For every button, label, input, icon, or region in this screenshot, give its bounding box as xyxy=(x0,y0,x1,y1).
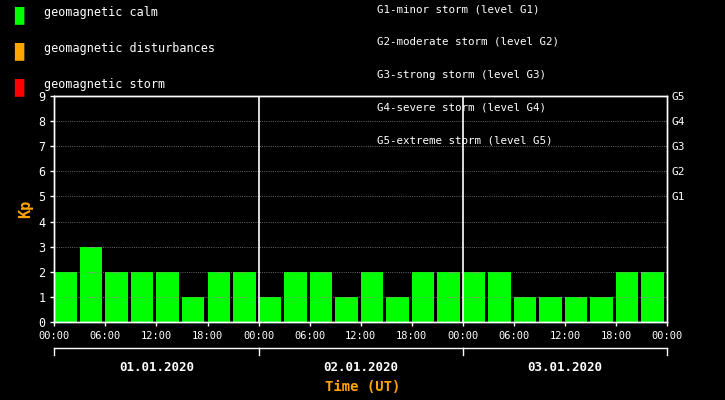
Text: █: █ xyxy=(14,78,24,96)
Bar xyxy=(412,272,434,322)
Text: █: █ xyxy=(14,6,24,24)
Text: G2-moderate storm (level G2): G2-moderate storm (level G2) xyxy=(377,37,559,47)
Bar xyxy=(539,297,562,322)
Bar xyxy=(667,272,689,322)
Bar xyxy=(182,297,204,322)
Text: Time (UT): Time (UT) xyxy=(325,380,400,394)
Text: G5-extreme storm (level G5): G5-extreme storm (level G5) xyxy=(377,135,552,145)
Bar xyxy=(489,272,511,322)
Bar xyxy=(590,297,613,322)
Text: geomagnetic calm: geomagnetic calm xyxy=(44,6,157,19)
Bar xyxy=(207,272,230,322)
Bar xyxy=(284,272,307,322)
Text: G1-minor storm (level G1): G1-minor storm (level G1) xyxy=(377,4,539,14)
Bar xyxy=(642,272,664,322)
Bar xyxy=(335,297,357,322)
Text: 02.01.2020: 02.01.2020 xyxy=(323,361,398,374)
Bar xyxy=(463,272,485,322)
Bar xyxy=(131,272,154,322)
Text: geomagnetic disturbances: geomagnetic disturbances xyxy=(44,42,215,55)
Text: 03.01.2020: 03.01.2020 xyxy=(527,361,602,374)
Bar xyxy=(54,272,77,322)
Bar xyxy=(80,247,102,322)
Bar xyxy=(233,272,255,322)
Bar xyxy=(360,272,383,322)
Bar xyxy=(310,272,332,322)
Text: G4-severe storm (level G4): G4-severe storm (level G4) xyxy=(377,102,546,112)
Text: G3-strong storm (level G3): G3-strong storm (level G3) xyxy=(377,70,546,80)
Bar xyxy=(437,272,460,322)
Text: geomagnetic storm: geomagnetic storm xyxy=(44,78,165,91)
Bar xyxy=(259,297,281,322)
Bar xyxy=(565,297,587,322)
Bar xyxy=(105,272,128,322)
Bar xyxy=(157,272,179,322)
Bar xyxy=(616,272,639,322)
Bar xyxy=(514,297,536,322)
Bar xyxy=(386,297,409,322)
Y-axis label: Kp: Kp xyxy=(17,200,33,218)
Text: 01.01.2020: 01.01.2020 xyxy=(119,361,194,374)
Text: █: █ xyxy=(14,42,24,60)
